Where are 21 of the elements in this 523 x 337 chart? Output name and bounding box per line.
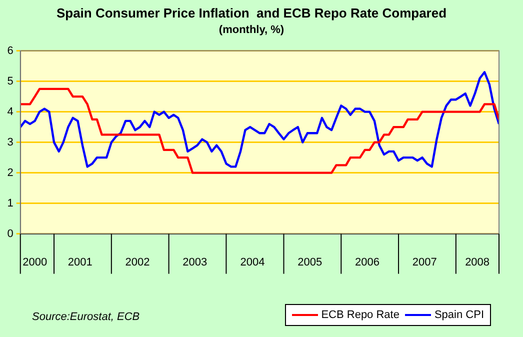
y-tick-label: 4 bbox=[7, 106, 14, 118]
x-tick-label: 2004 bbox=[240, 256, 265, 268]
x-tick-label: 2002 bbox=[125, 256, 150, 268]
x-tick-label: 2003 bbox=[182, 256, 208, 268]
x-tick-label: 2006 bbox=[354, 256, 380, 268]
y-tick-label: 6 bbox=[7, 44, 14, 57]
chart-title: Spain Consumer Price Inflation and ECB Repo Rate Compared bbox=[56, 5, 447, 20]
legend-label: ECB Repo Rate bbox=[321, 309, 400, 321]
x-tick-label: 2000 bbox=[22, 256, 48, 268]
source-note: Source:Eurostat, ECB bbox=[32, 311, 140, 324]
y-tick-label: 2 bbox=[7, 166, 14, 179]
y-tick-label: 1 bbox=[7, 197, 14, 210]
y-tick-label: 5 bbox=[7, 75, 14, 88]
x-tick-label: 2007 bbox=[412, 256, 437, 268]
legend-label: Spain CPI bbox=[434, 309, 484, 321]
y-tick-label: 0 bbox=[7, 228, 14, 240]
y-tick-label: 3 bbox=[7, 136, 14, 148]
x-tick-label: 2008 bbox=[465, 256, 490, 268]
chart-subtitle: (monthly, %) bbox=[218, 24, 284, 36]
x-tick-label: 2005 bbox=[298, 256, 322, 268]
x-tick-label: 2001 bbox=[68, 256, 92, 268]
